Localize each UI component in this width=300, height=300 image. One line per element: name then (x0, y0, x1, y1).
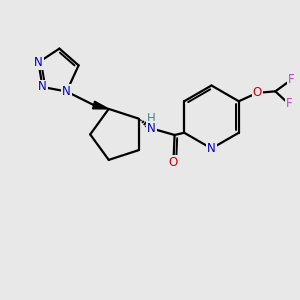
Polygon shape (93, 101, 109, 109)
Text: N: N (207, 142, 216, 155)
Text: F: F (286, 98, 292, 110)
Text: N: N (34, 56, 43, 69)
Text: N: N (62, 85, 71, 98)
Text: N: N (38, 80, 47, 94)
Text: H: H (147, 112, 156, 125)
Text: O: O (253, 86, 262, 99)
Text: N: N (147, 122, 156, 135)
Text: O: O (169, 156, 178, 169)
Text: F: F (288, 74, 294, 86)
